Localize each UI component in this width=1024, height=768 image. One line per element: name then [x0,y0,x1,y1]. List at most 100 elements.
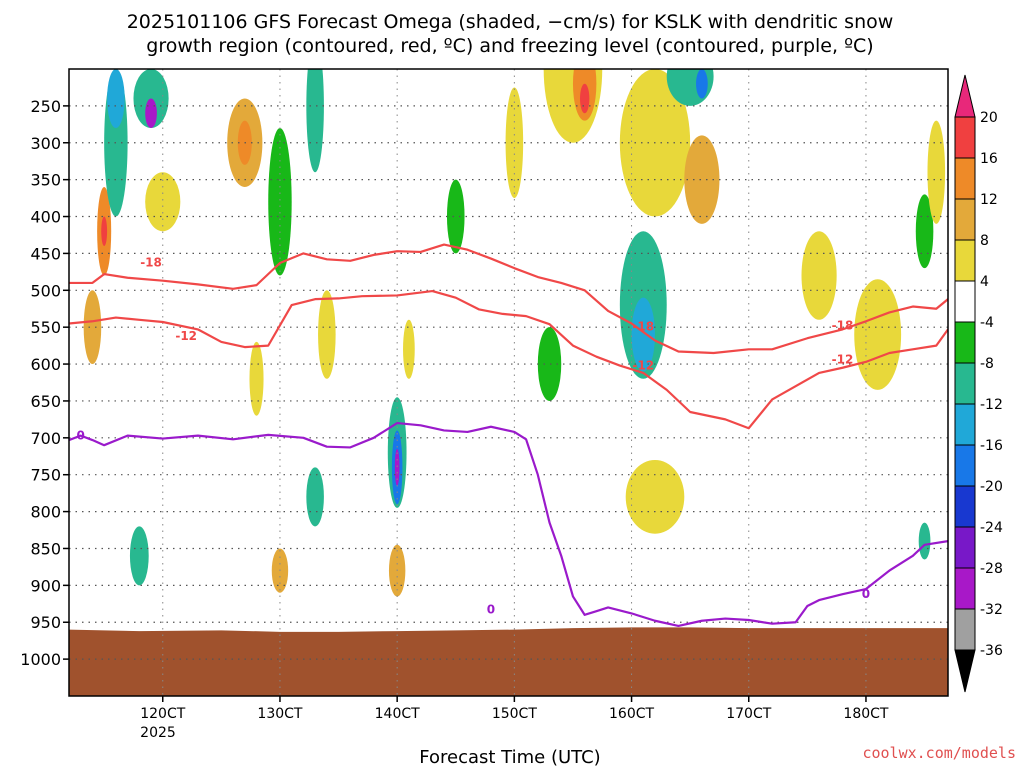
colorbar-band-8 [954,444,976,487]
plot-frame [68,68,949,697]
grid-layer [69,69,948,696]
omega-cell-32 [696,69,708,99]
omega-cell-35 [801,231,837,320]
omega-cell-29 [631,297,656,372]
colorbar: 20 16 12 8 4 -4 -8 -12 -16 -20 -24 -28 -32 -36 [954,74,1003,693]
colorbar-label-1: 16 [980,151,998,167]
ground-layer [69,627,948,696]
y-tick-label-600: 600 [30,355,61,374]
colorbar-band-2 [954,198,976,241]
omega-cell-13 [306,69,324,173]
y-tick-label-900: 900 [30,576,61,595]
x-tick-label-140: 140CT [375,706,420,722]
omega-cell-34 [625,459,685,534]
colorbar-band-12 [954,608,976,651]
colorbar-band-10 [954,526,976,569]
y-tick-label-400: 400 [30,208,61,227]
y-tick-label-850: 850 [30,539,61,558]
chart-title-line-2: growth region (contoured, red, ºC) and f… [146,35,873,57]
y-tick-label-550: 550 [30,318,61,337]
colorbar-band-6 [954,362,976,405]
x-tick-label-130: 130CT [257,706,302,722]
contour-layer: -18 -18 -18 -12 -12 -12 0 0 0 [69,243,948,628]
y-tick-label-300: 300 [30,134,61,153]
colorbar-band-9 [954,485,976,528]
ground-surface [69,627,948,696]
omega-cell-27 [579,83,590,114]
y-tick-label-350: 350 [30,171,61,190]
omega-cell-8 [129,526,149,586]
y-tick-label-1000: 1000 [20,650,61,669]
colorbar-label-6: -8 [980,356,994,372]
contour-minus12-label-1: -12 [632,359,654,373]
site-credit: coolwx.com/models [862,744,1016,762]
x-tick-label-150: 150CT [492,706,537,722]
omega-cell-39 [918,522,931,560]
colorbar-label-10: -24 [980,520,1003,536]
y-tick-label-450: 450 [30,244,61,263]
freezing-level-contour-label-0: 0 [77,429,85,443]
colorbar-label-4: 4 [980,274,989,290]
colorbar-label-2: 12 [980,192,998,208]
y-tick-label-250: 250 [30,97,61,116]
colorbar-label-9: -20 [980,479,1003,495]
omega-cell-11 [249,341,264,416]
colorbar-label-11: -28 [980,561,1003,577]
contour-minus18-label-0: -18 [140,255,162,269]
colorbar-label-0: 20 [980,110,998,126]
chart-title-line-1: 2025101106 GFS Forecast Omega (shaded, −… [127,11,894,33]
omega-cell-37 [915,194,934,269]
colorbar-band-5 [954,321,976,364]
omega-cell-6 [145,98,157,129]
colorbar-label-12: -32 [980,602,1003,618]
contour-minus18-label-1: -18 [632,319,654,333]
y-tick-label-800: 800 [30,503,61,522]
omega-cell-21 [403,319,415,379]
y-tick-label-750: 750 [30,466,61,485]
x-tick-label-180: 180CT [843,706,888,722]
colorbar-band-3 [954,239,976,282]
colorbar-band-7 [954,403,976,446]
omega-cell-24 [537,327,562,401]
freezing-level-contour [69,421,948,628]
y-tick-label-500: 500 [30,281,61,300]
omega-cell-7 [145,172,181,232]
x-axis: 120CT 130CT 140CT 150CT 160CT 170CT 180CT [140,696,889,722]
omega-cell-4 [107,69,125,129]
colorbar-label-8: -16 [980,438,1003,454]
y-tick-label-650: 650 [30,392,61,411]
omega-cell-5 [133,69,169,129]
omega-cell-38 [927,120,946,224]
omega-cell-23 [505,87,524,199]
contour-minus12 [69,289,948,430]
y-tick-label-950: 950 [30,613,61,632]
x-tick-label-170: 170CT [726,706,771,722]
omega-cell-2 [101,216,108,247]
omega-cell-16 [318,290,336,379]
colorbar-label-7: -12 [980,397,1003,413]
x-tick-label-160: 160CT [609,706,654,722]
contour-minus12-label-2: -12 [832,353,854,367]
omega-shading-layer [83,69,946,597]
contour-minus12-label-0: -12 [175,329,197,343]
colorbar-band-4 [954,280,976,323]
colorbar-band-11 [954,567,976,610]
plot-area: -18 -18 -18 -12 -12 -12 0 0 0 [68,68,949,697]
omega-cell-15 [306,467,324,527]
omega-cell-33 [684,135,720,224]
colorbar-label-13: -36 [980,643,1003,659]
colorbar-label-5: -4 [980,315,994,331]
colorbar-band-1 [954,157,976,200]
colorbar-band-0 [954,116,976,159]
omega-cell-12 [268,128,292,276]
x-tick-label-120: 120CT [140,706,185,722]
contour-minus18-label-2: -18 [832,319,854,333]
colorbar-label-3: 8 [980,233,989,249]
freezing-level-contour-label-1: 0 [487,603,495,617]
colorbar-bottom-arrow [954,649,976,693]
y-axis: 250 300 350 400 450 500 550 600 650 700 750 800 850 9… [20,97,69,669]
year-label: 2025 [140,725,176,741]
omega-cell-36 [854,279,902,390]
omega-cell-19 [394,448,400,486]
